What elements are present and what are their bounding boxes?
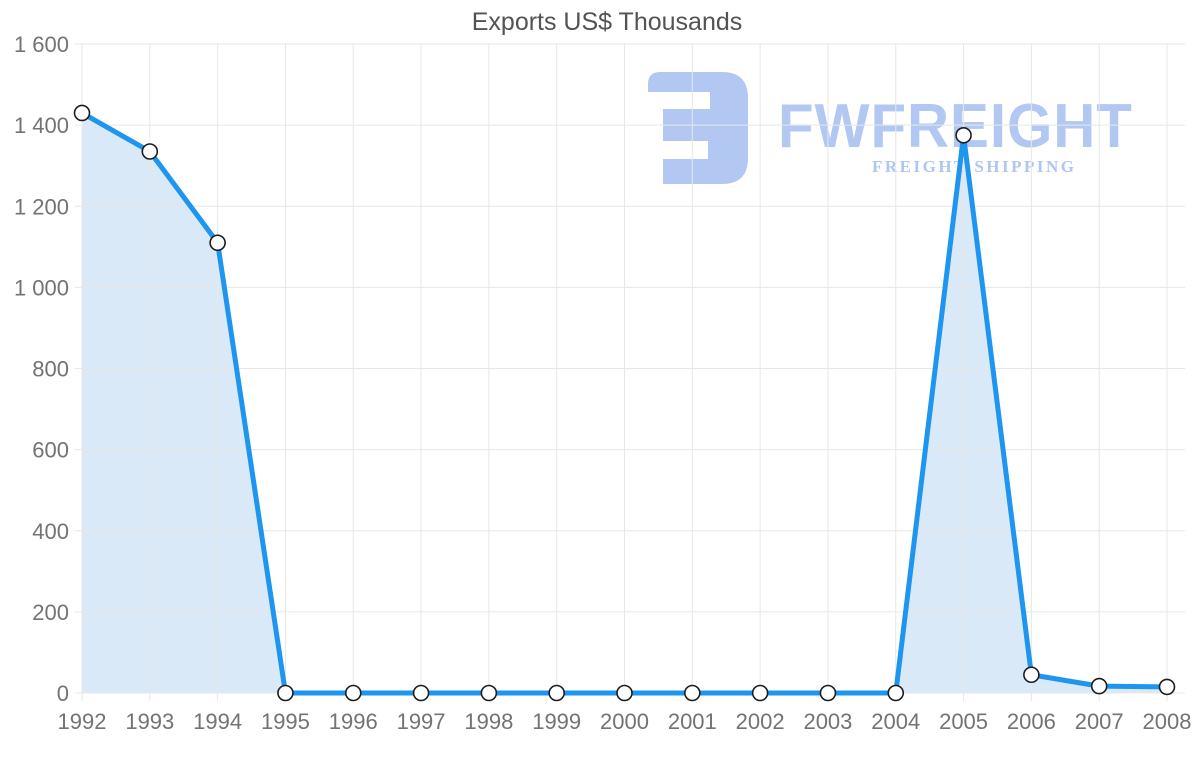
x-tick-label-2005: 2005	[939, 709, 988, 734]
series-area	[82, 112, 1167, 694]
y-tick-label-400: 400	[32, 519, 69, 544]
data-point-1997[interactable]	[412, 684, 430, 702]
x-tick-label-2006: 2006	[1007, 709, 1056, 734]
x-tick-label-1997: 1997	[397, 709, 446, 734]
y-tick-label-600: 600	[32, 438, 69, 463]
y-tick-label-1200: 1 200	[14, 194, 69, 219]
x-tick-label-1992: 1992	[58, 709, 107, 734]
data-point-2002[interactable]	[751, 684, 769, 702]
x-tick-label-2002: 2002	[736, 709, 785, 734]
x-tick-label-1995: 1995	[261, 709, 310, 734]
x-tick-label-1993: 1993	[125, 709, 174, 734]
data-point-1996[interactable]	[344, 684, 362, 702]
data-point-2001[interactable]	[684, 684, 701, 702]
x-tick-label-2008: 2008	[1143, 709, 1192, 734]
data-point-1994[interactable]	[209, 234, 226, 252]
data-point-2007[interactable]	[1090, 677, 1108, 695]
data-point-1992[interactable]	[73, 104, 91, 122]
x-tick-label-2007: 2007	[1075, 709, 1124, 734]
x-tick-label-1998: 1998	[464, 709, 513, 734]
data-point-2004[interactable]	[887, 684, 905, 702]
data-point-2005[interactable]	[955, 126, 972, 144]
data-point-1998[interactable]	[480, 684, 498, 702]
chart-title: Exports US$ Thousands	[471, 8, 743, 36]
watermark-tagline-text: FREIGHT SHIPPING	[872, 157, 1077, 176]
x-tick-label-2001: 2001	[668, 709, 717, 734]
watermark-brand-text: FWFREIGHT	[778, 92, 1133, 161]
x-tick-label-1999: 1999	[532, 709, 581, 734]
x-tick-label-1994: 1994	[193, 709, 242, 734]
data-point-1993[interactable]	[141, 143, 159, 160]
data-point-2000[interactable]	[616, 684, 633, 702]
y-tick-label-1600: 1 600	[14, 32, 69, 57]
data-point-2008[interactable]	[1158, 678, 1176, 696]
y-tick-label-1400: 1 400	[14, 113, 69, 138]
x-tick-label-2004: 2004	[871, 709, 920, 734]
y-tick-label-800: 800	[32, 357, 69, 382]
y-tick-label-200: 200	[32, 600, 69, 625]
x-tick-label-1996: 1996	[329, 709, 378, 734]
data-point-1995[interactable]	[277, 684, 294, 702]
y-tick-label-1000: 1 000	[14, 275, 69, 300]
x-tick-label-2000: 2000	[600, 709, 649, 734]
data-point-2003[interactable]	[819, 684, 837, 702]
data-point-1999[interactable]	[548, 684, 565, 702]
y-tick-label-0: 0	[57, 681, 69, 706]
fwfreight-monogram-icon	[648, 72, 748, 184]
data-point-2006[interactable]	[1023, 666, 1040, 684]
x-tick-label-2003: 2003	[803, 709, 852, 734]
